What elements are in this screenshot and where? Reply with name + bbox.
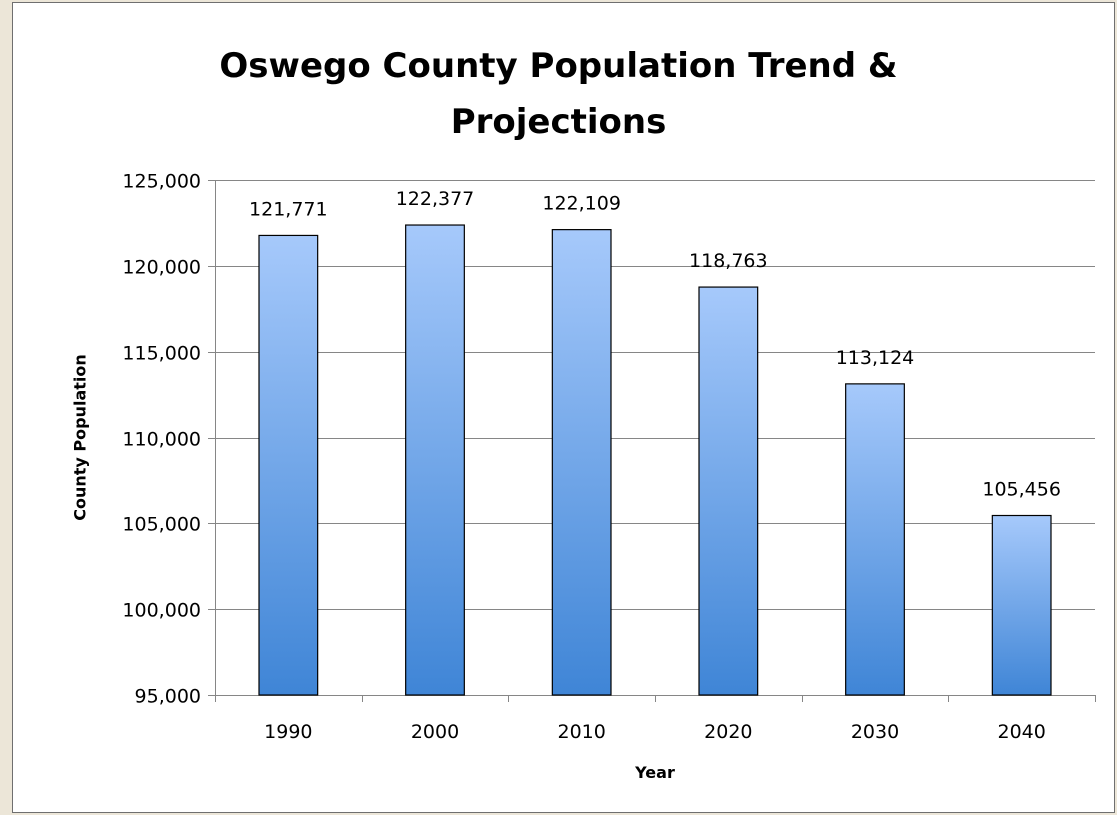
data-label-2040: 105,456 xyxy=(982,479,1061,501)
bar-1990 xyxy=(258,234,319,696)
bars xyxy=(258,224,1052,696)
x-tick-label-2030: 2030 xyxy=(851,721,899,743)
y-tick-label: 105,000 xyxy=(122,514,201,536)
axes xyxy=(208,180,1096,702)
x-tick-label-2020: 2020 xyxy=(704,721,752,743)
y-tick-label: 115,000 xyxy=(122,343,201,365)
chart-title: Oswego County Population Trend & Project… xyxy=(0,38,1117,150)
chart-title-line-2: Projections xyxy=(450,102,667,142)
data-label-1990: 121,771 xyxy=(249,198,328,220)
gridlines xyxy=(215,180,1095,610)
x-tick-label-2010: 2010 xyxy=(557,721,605,743)
y-tick-label: 120,000 xyxy=(122,257,201,279)
y-tick-label: 95,000 xyxy=(135,686,201,708)
labels: 95,000 100,000 105,000 110,000 115,000 120,00… xyxy=(122,171,1061,744)
x-tick-label-2000: 2000 xyxy=(411,721,459,743)
bar-2020 xyxy=(698,286,759,696)
data-label-2010: 122,109 xyxy=(542,193,621,215)
bar-2010 xyxy=(551,229,612,696)
y-axis-title: County Population xyxy=(71,354,90,521)
data-label-2020: 118,763 xyxy=(689,250,768,272)
bar-2040 xyxy=(991,514,1052,696)
data-label-2030: 113,124 xyxy=(836,347,915,369)
bar-2000 xyxy=(405,224,465,696)
y-tick-label: 125,000 xyxy=(122,171,201,193)
x-axis-title: Year xyxy=(634,763,675,782)
y-tick-label: 100,000 xyxy=(122,600,201,622)
y-tick-label: 110,000 xyxy=(122,429,201,451)
x-tick-label-2040: 2040 xyxy=(997,721,1045,743)
bar-2030 xyxy=(845,383,905,696)
data-label-2000: 122,377 xyxy=(396,188,475,210)
x-tick-label-1990: 1990 xyxy=(264,721,312,743)
chart-title-line-1: Oswego County Population Trend & xyxy=(219,46,898,86)
